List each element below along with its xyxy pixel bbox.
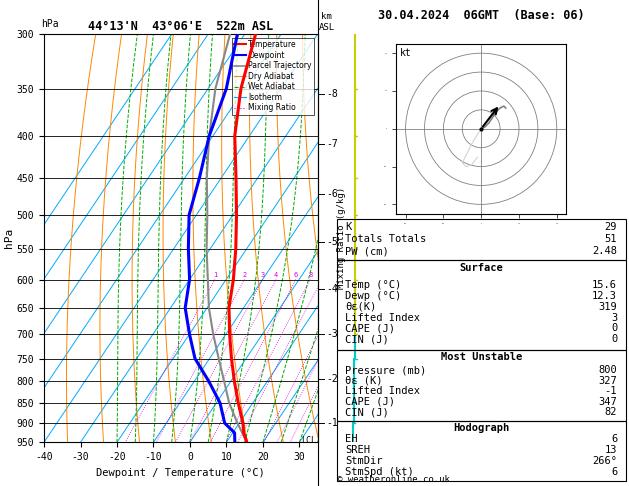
Text: -2: -2: [327, 374, 338, 384]
Text: CIN (J): CIN (J): [345, 334, 389, 345]
Text: LCL: LCL: [301, 436, 316, 445]
Text: SREH: SREH: [345, 445, 370, 455]
Text: 2.48: 2.48: [592, 246, 617, 256]
Text: hPa: hPa: [41, 19, 58, 29]
Text: 6: 6: [611, 434, 617, 444]
Text: -1: -1: [604, 386, 617, 396]
Text: -5: -5: [327, 237, 338, 247]
Text: Hodograph: Hodograph: [453, 423, 509, 433]
Text: 347: 347: [598, 397, 617, 407]
Text: 4: 4: [274, 272, 278, 278]
Title: 44°13'N  43°06'E  522m ASL: 44°13'N 43°06'E 522m ASL: [88, 20, 274, 33]
Text: PW (cm): PW (cm): [345, 246, 389, 256]
Text: θε (K): θε (K): [345, 376, 382, 386]
Text: K: K: [345, 222, 352, 232]
Text: Temp (°C): Temp (°C): [345, 280, 401, 290]
Text: Lifted Index: Lifted Index: [345, 386, 420, 396]
Text: © weatheronline.co.uk: © weatheronline.co.uk: [337, 474, 449, 484]
Text: 6: 6: [611, 467, 617, 477]
Text: -7: -7: [327, 139, 338, 150]
Text: 8: 8: [308, 272, 313, 278]
Text: 2: 2: [242, 272, 247, 278]
Text: Surface: Surface: [459, 263, 503, 273]
Text: 13: 13: [604, 445, 617, 455]
Text: θε(K): θε(K): [345, 302, 376, 312]
Text: 800: 800: [598, 365, 617, 375]
Text: StmDir: StmDir: [345, 456, 382, 466]
Text: -8: -8: [327, 89, 338, 99]
Text: 82: 82: [604, 407, 617, 417]
Text: 1: 1: [213, 272, 217, 278]
Text: 3: 3: [260, 272, 265, 278]
Text: 29: 29: [604, 222, 617, 232]
Text: -4: -4: [327, 284, 338, 294]
Text: Most Unstable: Most Unstable: [440, 352, 522, 362]
Text: 319: 319: [598, 302, 617, 312]
Text: 15.6: 15.6: [592, 280, 617, 290]
Text: Pressure (mb): Pressure (mb): [345, 365, 426, 375]
Text: -3: -3: [327, 330, 338, 339]
Text: Mixing Ratio (g/kg): Mixing Ratio (g/kg): [337, 187, 346, 289]
Text: EH: EH: [345, 434, 358, 444]
Text: Lifted Index: Lifted Index: [345, 312, 420, 323]
Text: Dewp (°C): Dewp (°C): [345, 291, 401, 301]
Text: 12.3: 12.3: [592, 291, 617, 301]
Text: 0: 0: [611, 324, 617, 333]
Text: -6: -6: [327, 189, 338, 199]
Text: kt: kt: [400, 48, 411, 57]
Text: 327: 327: [598, 376, 617, 386]
X-axis label: Dewpoint / Temperature (°C): Dewpoint / Temperature (°C): [96, 468, 265, 478]
Legend: Temperature, Dewpoint, Parcel Trajectory, Dry Adiabat, Wet Adiabat, Isotherm, Mi: Temperature, Dewpoint, Parcel Trajectory…: [232, 38, 314, 115]
Text: Totals Totals: Totals Totals: [345, 234, 426, 244]
Text: km
ASL: km ASL: [319, 12, 335, 32]
Text: 266°: 266°: [592, 456, 617, 466]
Text: -1: -1: [327, 417, 338, 428]
Text: CAPE (J): CAPE (J): [345, 397, 395, 407]
Y-axis label: hPa: hPa: [4, 228, 14, 248]
Text: StmSpd (kt): StmSpd (kt): [345, 467, 414, 477]
Text: 51: 51: [604, 234, 617, 244]
Text: 3: 3: [611, 312, 617, 323]
Text: CAPE (J): CAPE (J): [345, 324, 395, 333]
Text: 6: 6: [294, 272, 298, 278]
Text: 30.04.2024  06GMT  (Base: 06): 30.04.2024 06GMT (Base: 06): [378, 9, 584, 22]
Text: 0: 0: [611, 334, 617, 345]
Text: CIN (J): CIN (J): [345, 407, 389, 417]
